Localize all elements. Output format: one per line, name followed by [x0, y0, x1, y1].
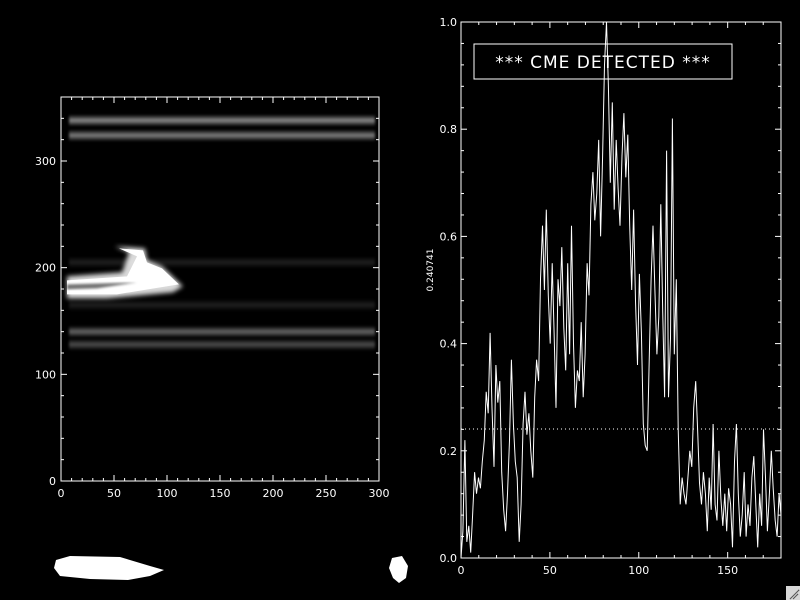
heatmap-band — [69, 114, 375, 127]
heatmap-y-tick-label: 100 — [35, 368, 56, 381]
line-x-tick-label: 50 — [543, 564, 557, 577]
line-y-tick-label: 1.0 — [440, 16, 458, 29]
line-plot-area — [460, 21, 782, 559]
white-blob-right — [389, 556, 408, 583]
heatmap-x-tick-label: 0 — [58, 487, 65, 500]
line-y-tick-label: 0.6 — [440, 230, 458, 243]
white-blob-left — [54, 556, 164, 580]
heatmap-feature — [67, 248, 179, 295]
resize-grip-icon[interactable] — [786, 586, 800, 600]
line-y-tick-label: 0.2 — [440, 445, 458, 458]
line-x-tick-label: 150 — [717, 564, 738, 577]
heatmap-band — [69, 338, 375, 351]
heatmap-band — [69, 129, 375, 142]
heatmap-x-tick-label: 150 — [210, 487, 231, 500]
heatmap-x-tick-label: 300 — [369, 487, 390, 500]
series-line — [460, 21, 782, 559]
heatmap-band — [69, 256, 375, 269]
heatmap-y-tick-label: 300 — [35, 155, 56, 168]
line-y-tick-label: 0.4 — [440, 338, 458, 351]
line-x-tick-label: 0 — [458, 564, 465, 577]
heatmap-x-tick-label: 100 — [157, 487, 178, 500]
line-x-tick-label: 100 — [628, 564, 649, 577]
heatmap-plot: 0 50 100 150 200 250 300 0 100 200 300 — [35, 96, 390, 500]
bottom-blobs — [54, 556, 408, 583]
line-y-axis-label: 0.240741 — [426, 249, 436, 292]
heatmap-x-axis: 0 50 100 150 200 250 300 — [58, 97, 390, 500]
line-plot: 0 50 100 150 0.0 0.2 0.4 0.6 0.8 1.0 *** CME DET… — [426, 16, 782, 577]
heatmap-y-axis: 0 100 200 300 — [35, 96, 379, 488]
cme-annotation-text: *** CME DETECTED *** — [495, 53, 711, 73]
heatmap-x-tick-label: 250 — [316, 487, 337, 500]
line-y-axis: 0.0 0.2 0.4 0.6 0.8 1.0 — [440, 16, 781, 565]
heatmap-y-tick-label: 200 — [35, 262, 56, 275]
heatmap-y-tick-label: 0 — [49, 475, 56, 488]
heatmap-x-tick-label: 200 — [263, 487, 284, 500]
cme-annotation-box: *** CME DETECTED *** — [473, 43, 733, 80]
heatmap-image — [67, 114, 375, 351]
line-x-axis: 0 50 100 150 — [458, 22, 764, 577]
heatmap-band — [69, 325, 375, 338]
heatmap-x-tick-label: 50 — [107, 487, 121, 500]
line-y-tick-label: 0.0 — [440, 552, 458, 565]
heatmap-band — [69, 299, 375, 311]
heatmap-feature-shadow — [67, 282, 137, 290]
line-y-tick-label: 0.8 — [440, 123, 458, 136]
